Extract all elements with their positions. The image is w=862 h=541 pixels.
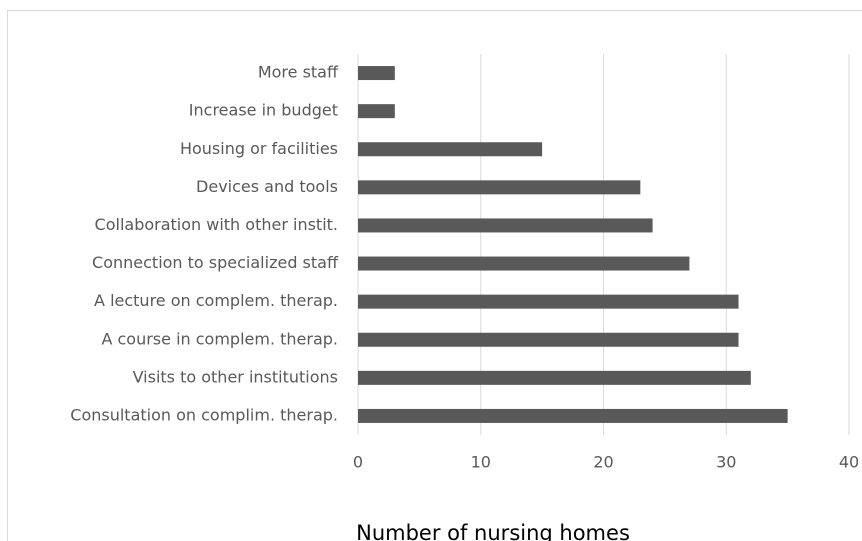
bar (358, 294, 739, 309)
bar (358, 66, 395, 81)
bar (358, 332, 739, 347)
x-tick-label: 10 (471, 453, 491, 472)
y-tick-label: Collaboration with other instit. (95, 215, 338, 234)
y-tick-label: Visits to other institutions (133, 367, 338, 386)
x-tick-label: 20 (593, 453, 613, 472)
chart-border (7, 10, 862, 541)
bar (358, 256, 690, 271)
bar (358, 180, 641, 195)
bar (358, 370, 751, 385)
y-tick-label: Consultation on complim. therap. (70, 405, 338, 424)
x-tick-label: 30 (716, 453, 736, 472)
y-tick-label: Increase in budget (189, 101, 338, 120)
bar (358, 142, 543, 157)
x-axis-title: Number of nursing homes (356, 521, 630, 541)
y-tick-label: A lecture on complem. therap. (94, 291, 338, 310)
y-tick-label: A course in complem. therap. (101, 329, 338, 348)
bar (358, 408, 788, 423)
bar (358, 104, 395, 119)
y-tick-label: Connection to specialized staff (92, 253, 339, 272)
y-tick-label: Housing or facilities (180, 139, 338, 158)
y-tick-label: More staff (258, 63, 339, 82)
x-tick-label: 40 (839, 453, 859, 472)
x-tick-label: 0 (353, 453, 363, 472)
bar (358, 218, 653, 233)
y-tick-label: Devices and tools (196, 177, 338, 196)
